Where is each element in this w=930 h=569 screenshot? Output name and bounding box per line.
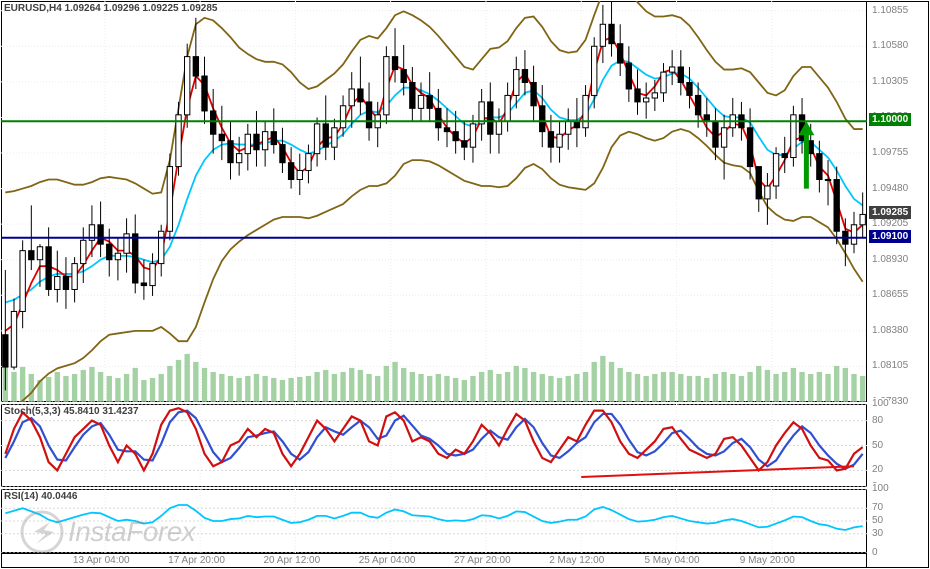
x-tick-label: 25 Apr 04:00 — [359, 555, 416, 566]
x-tick-label: 13 Apr 04:00 — [73, 555, 130, 566]
stoch-legend: Stoch(5,3,3) 45.8410 31.4237 — [4, 406, 139, 417]
x-tick-label: 27 Apr 20:00 — [454, 555, 511, 566]
x-tick-label: 20 Apr 12:00 — [263, 555, 320, 566]
x-tick-label: 2 May 12:00 — [549, 555, 604, 566]
rsi-legend: RSI(14) 40.0446 — [4, 491, 77, 502]
rsi-chart[interactable] — [1, 489, 867, 553]
main-chart[interactable] — [1, 1, 867, 402]
x-tick-label: 17 Apr 20:00 — [168, 555, 225, 566]
main-legend: EURUSD,H4 1.09264 1.09296 1.09225 1.0928… — [4, 3, 218, 14]
yaxis-frame — [867, 1, 929, 568]
xaxis-frame — [1, 553, 867, 568]
x-tick-label: 5 May 04:00 — [644, 555, 699, 566]
x-tick-label: 9 May 20:00 — [740, 555, 795, 566]
